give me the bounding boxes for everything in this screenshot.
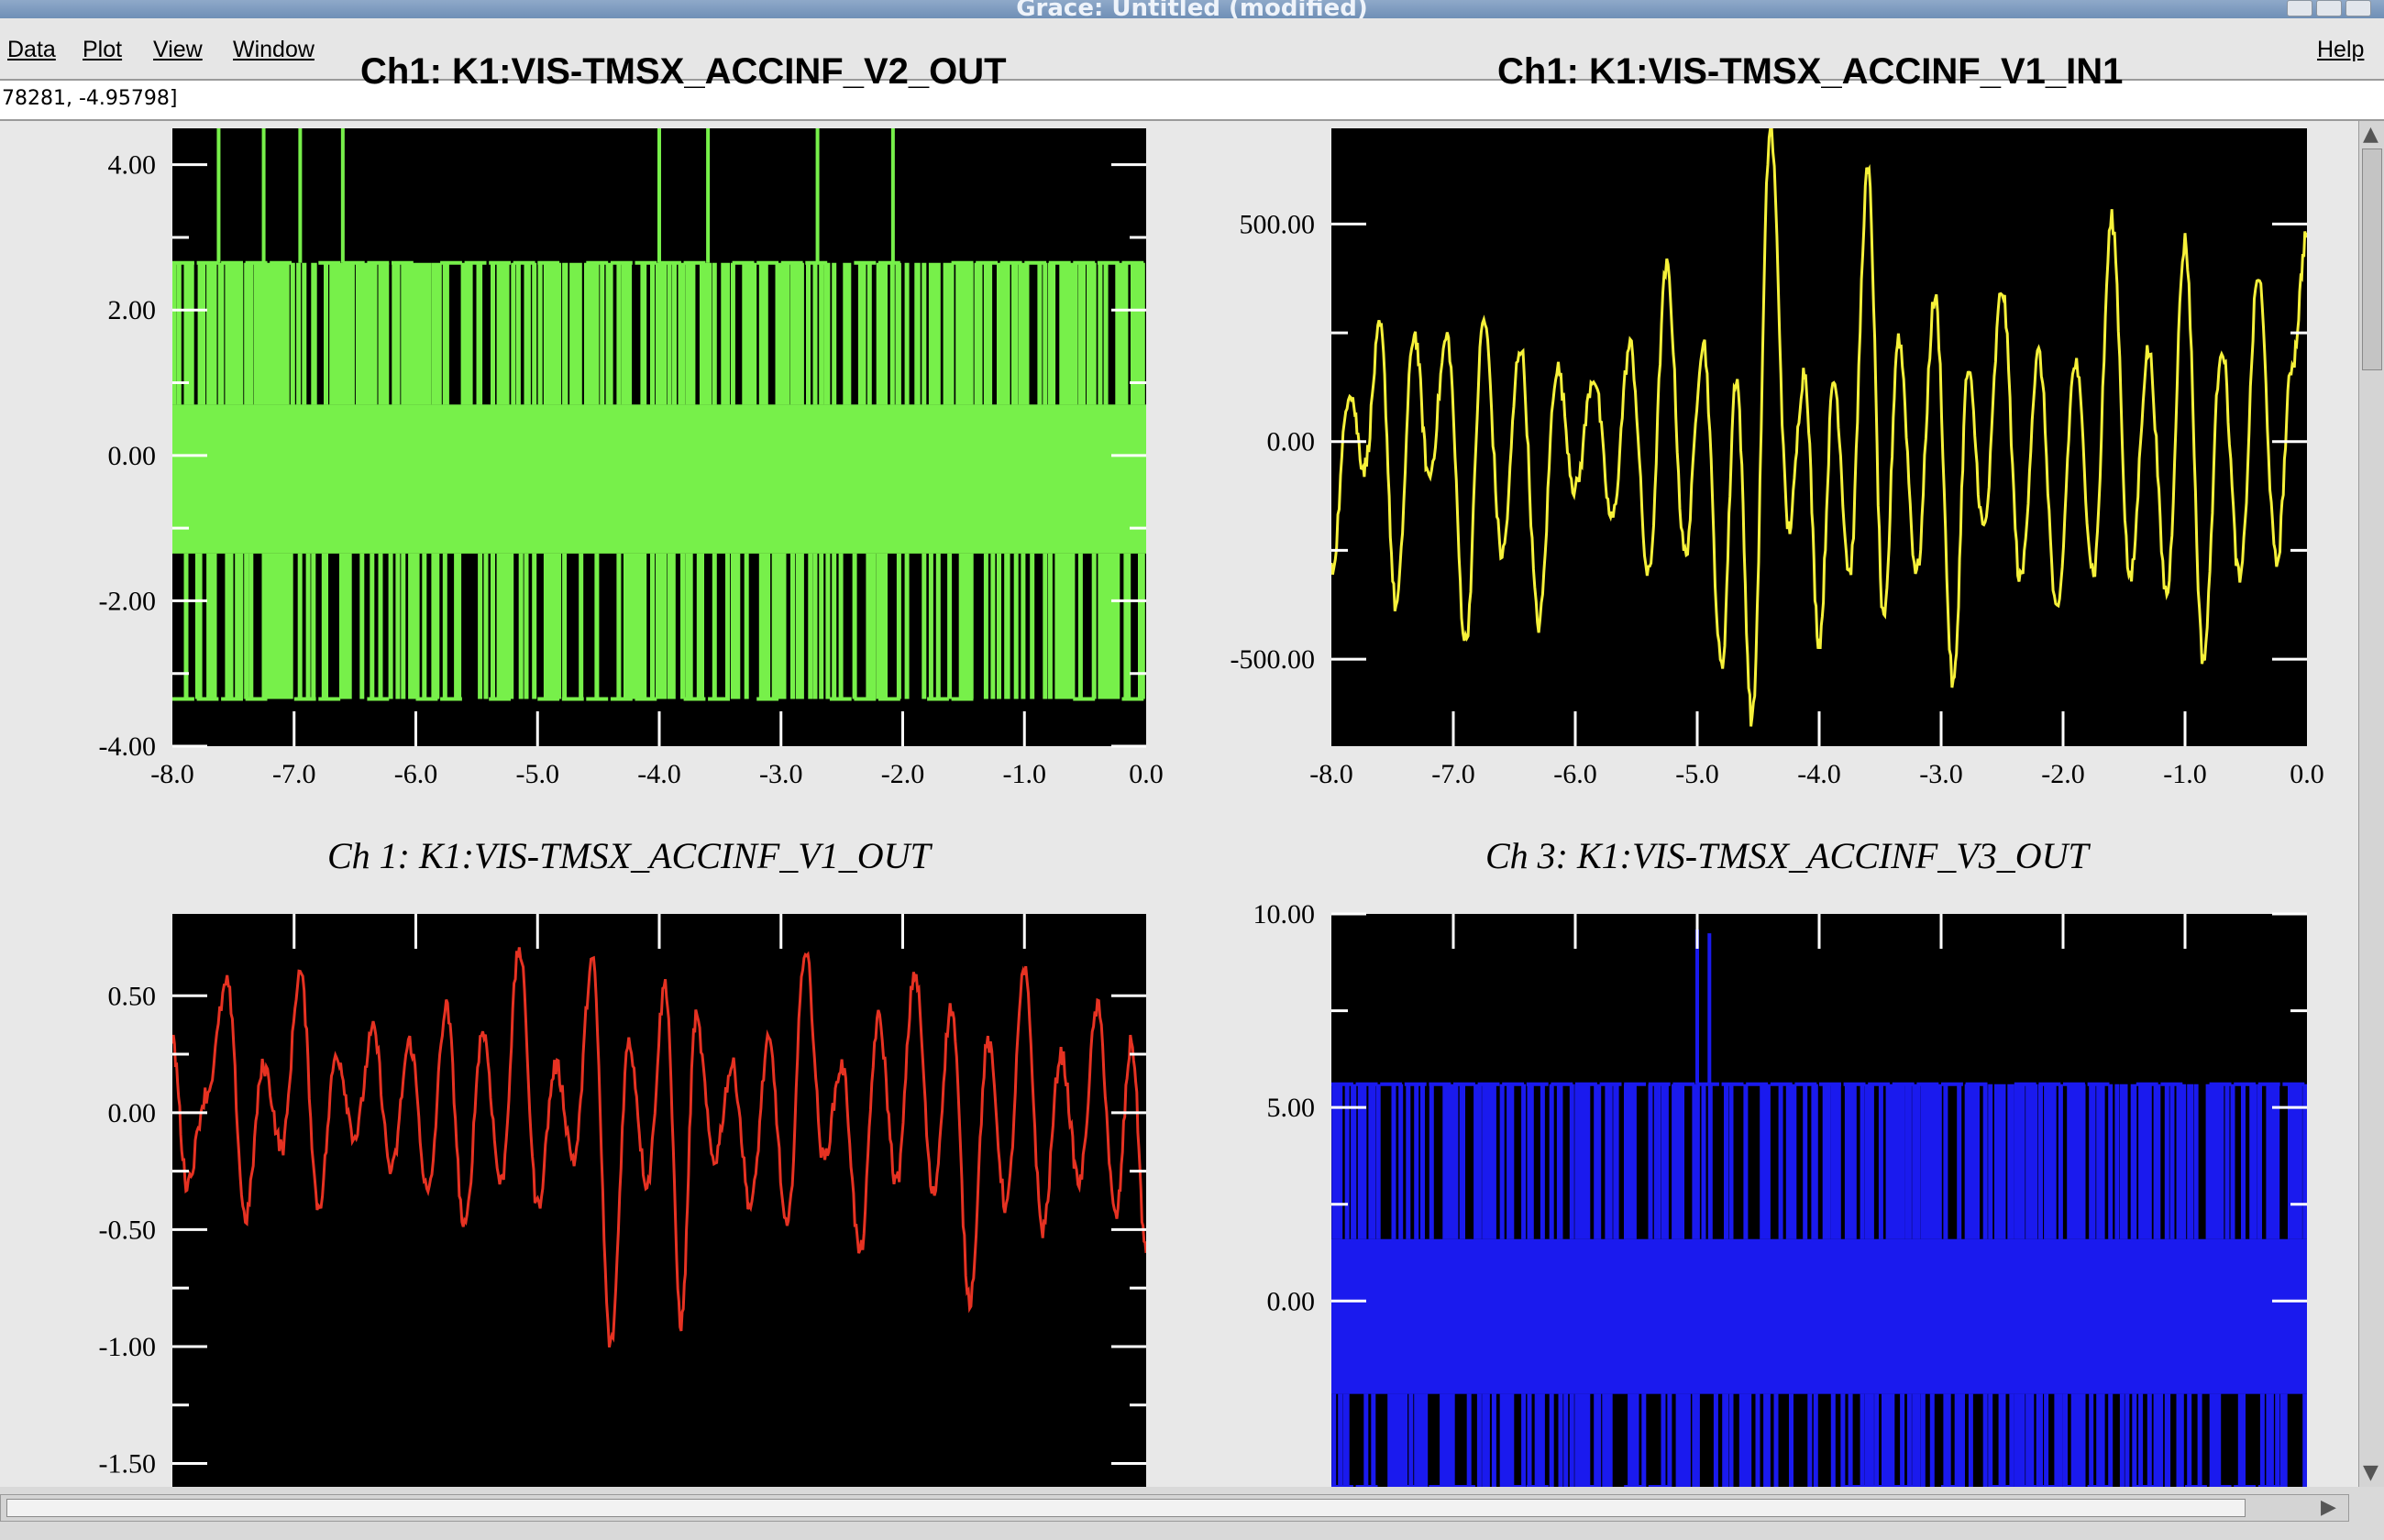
series-group — [1331, 929, 2307, 1487]
x-tick-label: -1.0 — [2163, 759, 2207, 789]
series-group — [172, 947, 1146, 1348]
plot-frame — [1331, 128, 2307, 746]
y-tick-label: 2.00 — [108, 295, 157, 325]
x-tick-label: -3.0 — [759, 759, 803, 789]
vertical-scroll-thumb[interactable] — [2362, 148, 2382, 370]
x-tick-label: -2.0 — [2041, 759, 2085, 789]
close-button[interactable] — [2345, 0, 2371, 16]
menu-view[interactable]: View — [153, 37, 203, 62]
x-tick-label: -7.0 — [1431, 759, 1475, 789]
x-tick-label: 0.0 — [1129, 759, 1164, 789]
chart-2 — [172, 914, 1146, 1487]
series-line — [1331, 128, 2307, 727]
series-group — [172, 128, 1146, 701]
graph-title-top-right: Ch1: K1:VIS-TMSX_ACCINF_V1_IN1 — [1497, 51, 2124, 92]
scroll-down-icon[interactable]: ▼ — [2363, 1461, 2378, 1484]
y-tick-label: -0.50 — [99, 1215, 157, 1245]
y-tick-label: 4.00 — [108, 150, 157, 181]
x-tick-label: -6.0 — [394, 759, 438, 789]
locator-bar: 78281, -4.95798] — [0, 79, 2384, 121]
y-tick-label: -4.00 — [99, 732, 157, 762]
series-rails — [172, 260, 1144, 701]
y-tick-label: 0.00 — [1267, 427, 1316, 457]
graph-title-bottom-left: Ch 1: K1:VIS-TMSX_ACCINF_V1_OUT — [327, 835, 931, 876]
window-title: Grace: Untitled (modified) — [1016, 0, 1368, 18]
series-switching — [1331, 1084, 2307, 1487]
locator-readout: 78281, -4.95798] — [2, 87, 178, 110]
series-band — [172, 404, 1146, 554]
maximize-button[interactable] — [2316, 0, 2342, 16]
y-tick-label: -1.00 — [99, 1332, 157, 1362]
menu-window[interactable]: Window — [233, 37, 315, 62]
y-tick-label: -1.50 — [99, 1448, 157, 1479]
y-tick-label: 0.00 — [108, 1098, 157, 1128]
chart-1 — [1331, 128, 2307, 746]
series-switching — [172, 262, 1145, 699]
x-tick-label: 0.0 — [2290, 759, 2324, 789]
tick-marks — [172, 914, 1146, 1465]
series-rails — [1331, 1082, 2305, 1487]
plot-area[interactable]: 4.002.000.00-2.00-4.00-8.0 -7.0 -6.0 -5.0 -4… — [0, 121, 2358, 1487]
horizontal-scroll-thumb[interactable] — [6, 1499, 2246, 1517]
graph-title-top-left: Ch1: K1:VIS-TMSX_ACCINF_V2_OUT — [360, 51, 1007, 92]
window-titlebar: Grace: Untitled (modified) — [0, 0, 2384, 18]
x-tick-label: -8.0 — [1309, 759, 1353, 789]
x-tick-label: -5.0 — [1675, 759, 1719, 789]
chart-0 — [172, 128, 1146, 748]
graph-title-bottom-right: Ch 3: K1:VIS-TMSX_ACCINF_V3_OUT — [1485, 835, 2089, 876]
horizontal-scrollbar[interactable]: ▶ — [0, 1494, 2349, 1522]
x-tick-label: -2.0 — [881, 759, 925, 789]
vertical-scrollbar[interactable]: ▲ ▼ — [2358, 121, 2384, 1487]
menu-data[interactable]: Data — [7, 37, 56, 62]
scroll-up-icon[interactable]: ▲ — [2363, 123, 2378, 146]
y-tick-label: 5.00 — [1267, 1093, 1316, 1123]
y-tick-label: 0.00 — [1267, 1286, 1316, 1316]
y-tick-label: 0.50 — [108, 981, 157, 1011]
series-band — [1331, 1238, 2307, 1394]
x-tick-label: -8.0 — [150, 759, 194, 789]
x-tick-label: -4.0 — [1797, 759, 1841, 789]
plot-frame — [172, 914, 1146, 1487]
x-tick-label: -1.0 — [1003, 759, 1047, 789]
menu-plot[interactable]: Plot — [83, 37, 123, 62]
y-tick-label: -2.00 — [99, 586, 157, 616]
tick-marks — [1331, 222, 2307, 746]
series-spikes — [216, 128, 895, 263]
y-tick-label: 10.00 — [1253, 899, 1316, 930]
y-tick-label: 0.00 — [108, 441, 157, 471]
series-group — [1331, 128, 2307, 727]
chart-3 — [1331, 912, 2307, 1487]
x-tick-label: -4.0 — [637, 759, 681, 789]
x-tick-label: -3.0 — [1919, 759, 1963, 789]
tick-marks — [1331, 912, 2307, 1303]
menubar: Data Plot View Window Help — [0, 18, 2384, 79]
y-tick-label: -500.00 — [1231, 644, 1316, 675]
menu-help[interactable]: Help — [2317, 37, 2365, 62]
tick-marks — [172, 163, 1146, 748]
scroll-right-icon[interactable]: ▶ — [2321, 1496, 2336, 1519]
y-tick-label: 500.00 — [1240, 209, 1316, 239]
series-line — [172, 947, 1146, 1348]
minimize-button[interactable] — [2287, 0, 2312, 16]
x-tick-label: -6.0 — [1553, 759, 1597, 789]
graph-canvas[interactable]: 4.00 2.00 0.00 -2.00 -4.00 -8.0 -7.0 -6.0 -5.0 -4… — [0, 121, 2358, 1487]
x-tick-label: -5.0 — [516, 759, 560, 789]
x-tick-label: -7.0 — [272, 759, 316, 789]
